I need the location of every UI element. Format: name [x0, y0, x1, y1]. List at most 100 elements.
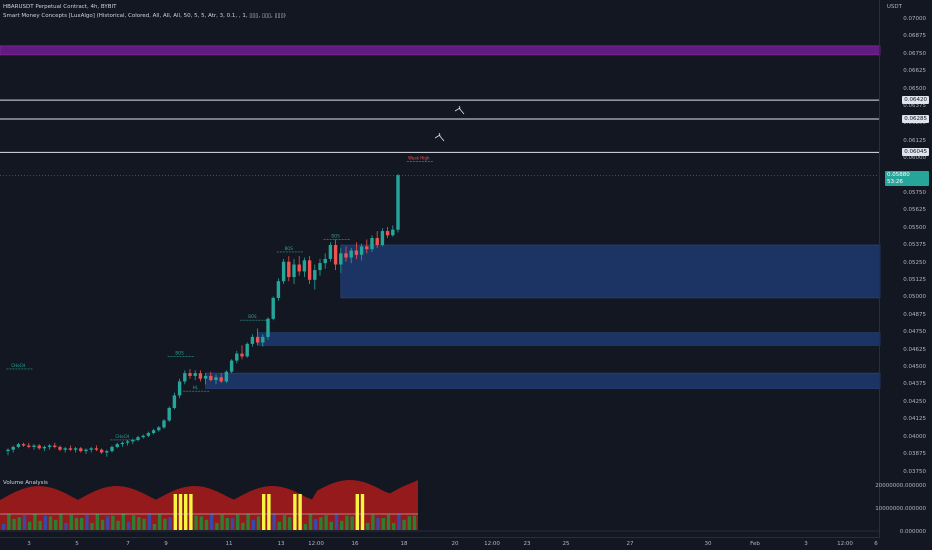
candle-body	[219, 377, 223, 382]
volume-bar	[293, 494, 297, 530]
volume-bar	[334, 514, 339, 530]
order-block-3	[205, 372, 881, 389]
candle-body	[183, 373, 187, 382]
volume-bar	[80, 517, 84, 530]
volume-bar	[85, 514, 89, 530]
volume-bar	[215, 522, 219, 530]
volume-bar	[350, 516, 354, 530]
volume-bar	[267, 494, 271, 530]
candle-body	[292, 264, 296, 278]
volume-bar	[303, 523, 307, 530]
structure-label: CHoCH	[11, 363, 25, 368]
candle-body	[323, 258, 327, 264]
candle-body	[162, 420, 166, 428]
candle-body	[297, 264, 301, 272]
volume-bar	[184, 494, 188, 530]
volume-bar	[173, 494, 177, 530]
volume-bar	[158, 514, 162, 530]
volume-bar	[95, 514, 99, 530]
candle-body	[276, 281, 281, 298]
volume-bar	[163, 518, 167, 530]
candle-body	[79, 448, 83, 452]
supply-zone	[0, 45, 881, 56]
candle-body	[224, 371, 229, 382]
price-scale[interactable]: USDT 0.07000 0.06875 0.06750 0.06625 0.06500…	[875, 0, 932, 538]
candle-body	[151, 430, 156, 434]
volume-bar	[220, 514, 224, 530]
time-label: 9	[164, 541, 168, 547]
time-axis[interactable]: 3 5 7 9 11 13 12:00 16 18 20 12:00 23 25 27 30 Feb 3 12:0…	[0, 537, 880, 550]
volume-bar	[199, 516, 203, 530]
volume-bar	[12, 518, 16, 530]
candle-body	[313, 270, 317, 280]
volume-bar	[230, 517, 235, 530]
volume-bar	[43, 515, 47, 530]
time-label: 3	[804, 541, 808, 547]
time-label: 11	[225, 541, 233, 547]
price-tick: 0.04625	[903, 346, 926, 353]
structure-label: HL	[193, 385, 199, 390]
candle-body	[94, 448, 99, 450]
volume-bar	[33, 514, 37, 530]
volume-bar	[64, 522, 68, 530]
volume-bar	[137, 517, 141, 530]
volume-bar	[392, 522, 396, 530]
candle-body	[214, 377, 218, 381]
volume-bar	[236, 514, 240, 530]
volume-bar	[69, 514, 73, 530]
price-tick: 0.03875	[903, 451, 926, 458]
currency-label: USDT	[886, 4, 902, 10]
candle-body	[146, 433, 151, 436]
candle-body	[141, 435, 145, 438]
volume-bar	[17, 517, 21, 530]
candle-body	[229, 360, 234, 372]
time-label: 3	[27, 541, 31, 547]
candle-body	[391, 229, 395, 236]
time-label: 18	[400, 541, 408, 547]
time-label: 23	[523, 541, 531, 547]
volume-bar	[324, 515, 328, 530]
price-tick: 0.06750	[903, 50, 926, 57]
draw-tool-icon	[434, 132, 445, 142]
candle-body	[302, 260, 307, 272]
volume-bar	[142, 518, 146, 530]
candle-body	[209, 375, 213, 381]
structure-label: BOS	[248, 314, 257, 319]
volume-bar	[397, 514, 401, 530]
volume-bar	[74, 517, 79, 530]
volume-bar	[152, 523, 157, 530]
volume-tick: 10000000.000000	[875, 506, 926, 512]
volume-bar	[376, 517, 380, 530]
time-label: 7	[126, 541, 130, 547]
candle-body	[349, 250, 353, 258]
time-label: Feb	[750, 541, 760, 547]
price-tick: 0.05125	[903, 277, 926, 283]
volume-bar	[189, 494, 193, 530]
candle-body	[89, 448, 93, 450]
candle-body	[266, 318, 270, 337]
time-label: 20	[451, 541, 459, 547]
price-tick: 0.06250	[903, 120, 926, 127]
price-tick: 0.05000	[903, 294, 926, 301]
price-tick: 0.05625	[903, 207, 926, 214]
volume-envelope	[0, 480, 418, 530]
order-block-2	[257, 332, 881, 346]
candle-body	[6, 449, 10, 452]
price-tick: 0.07000	[903, 15, 926, 22]
candle-body	[37, 445, 41, 449]
structure-label: CHoCH	[115, 434, 129, 439]
volume-bar	[194, 515, 198, 530]
volume-indicator-label[interactable]: Volume Analysis	[3, 480, 48, 486]
candle-body	[198, 373, 203, 379]
volume-bar	[210, 514, 214, 530]
indicator-legend[interactable]: Smart Money Concepts [LuxAlgo] (Historic…	[3, 13, 286, 19]
volume-bar	[381, 517, 385, 530]
candle-body	[157, 427, 161, 431]
symbol-title[interactable]: HBARUSDT Perpetual Contract, 4h, BYBIT	[3, 4, 117, 10]
candle-body	[370, 238, 374, 250]
candle-body	[250, 336, 255, 344]
volume-bar	[402, 519, 406, 530]
volume-bar	[412, 515, 417, 530]
volume-bar	[246, 514, 250, 530]
